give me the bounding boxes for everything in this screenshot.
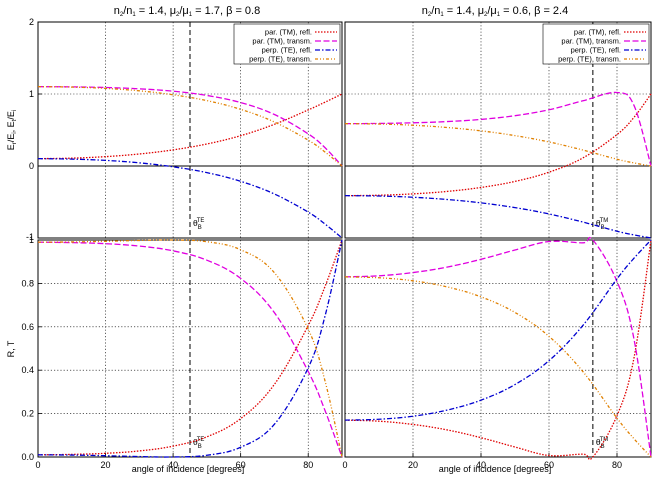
brewster-angle-label: θBTM bbox=[596, 218, 608, 231]
series-line-perp-trans bbox=[344, 123, 652, 167]
legend-label: perp. (TE), transm. bbox=[249, 55, 312, 64]
y-tick-label: 0.8 bbox=[21, 278, 34, 288]
x-tick-label: 0 bbox=[342, 460, 347, 470]
series-line-par-refl bbox=[344, 239, 652, 461]
series-line-perp-trans bbox=[344, 276, 652, 458]
series-line-perp-refl bbox=[344, 195, 652, 239]
series-line-par-trans bbox=[37, 241, 343, 458]
series-line-perp-refl bbox=[37, 158, 343, 239]
title-left: n2/n1 = 1.4, μ2/μ1 = 1.7, β = 0.8 bbox=[114, 5, 260, 18]
legend-label: par. (TM), transm. bbox=[561, 37, 621, 46]
panel-top-right: θBTM bbox=[344, 21, 652, 239]
x-tick-label: 80 bbox=[612, 460, 622, 470]
xlabel-left: angle of incidence [degrees] bbox=[132, 464, 245, 474]
ylabel-top: Er/Ei, Et/Ei bbox=[6, 110, 18, 150]
legend-box bbox=[233, 23, 341, 65]
series-line-perp-refl bbox=[344, 239, 652, 421]
x-tick-label: 0 bbox=[35, 460, 40, 470]
legend-label: par. (TM), refl. bbox=[265, 28, 312, 37]
series-line-par-refl bbox=[37, 93, 343, 160]
x-tick-label: 20 bbox=[101, 460, 111, 470]
title-right: n2/n1 = 1.4, μ2/μ1 = 0.6, β = 2.4 bbox=[422, 5, 568, 18]
y-tick-label: 1 bbox=[29, 89, 34, 99]
x-tick-label: 60 bbox=[236, 460, 246, 470]
x-tick-label: 80 bbox=[303, 460, 313, 470]
y-tick-label: 1 bbox=[29, 235, 34, 245]
series-line-perp-trans bbox=[37, 86, 343, 167]
x-tick-label: 40 bbox=[476, 460, 486, 470]
y-tick-label: -1 bbox=[26, 232, 34, 242]
series-line-perp-refl bbox=[37, 239, 343, 458]
series-line-par-refl bbox=[37, 239, 343, 456]
panel-bottom-left: 1 0.8 0.6 0.4 0.2 0.00 20 40 60 80 θBTE bbox=[21, 235, 343, 470]
y-tick-label: 0.4 bbox=[21, 365, 34, 375]
legend-label: perp. (TE), transm. bbox=[558, 55, 621, 64]
x-tick-label: 40 bbox=[168, 460, 178, 470]
series-line-par-trans bbox=[37, 86, 343, 167]
x-tick-label: 60 bbox=[544, 460, 554, 470]
y-tick-label: 0 bbox=[29, 161, 34, 171]
legend-label: par. (TM), transm. bbox=[252, 37, 312, 46]
y-tick-label: 2 bbox=[29, 17, 34, 27]
x-tick-label: 20 bbox=[408, 460, 418, 470]
series-line-par-refl bbox=[344, 93, 652, 197]
legend-label: perp. (TE), refl. bbox=[571, 46, 621, 55]
brewster-angle-label: θBTM bbox=[596, 437, 608, 450]
ylabel-bottom: R, T bbox=[6, 340, 16, 357]
legend-label: par. (TM), refl. bbox=[574, 28, 621, 37]
plot-frame bbox=[344, 21, 652, 239]
y-tick-label: 0.0 bbox=[21, 452, 34, 462]
series-line-perp-trans bbox=[37, 239, 343, 458]
legend-top-left: par. (TM), refl.par. (TM), transm.perp. … bbox=[233, 23, 341, 65]
legend-label: perp. (TE), refl. bbox=[262, 46, 312, 55]
panel-bottom-right: 0 20 40 60 80 θBTM bbox=[342, 236, 652, 470]
brewster-angle-label: θBTE bbox=[193, 218, 204, 231]
series-line-par-trans bbox=[344, 236, 652, 458]
legend-box bbox=[542, 23, 650, 65]
y-tick-label: 0.6 bbox=[21, 322, 34, 332]
y-tick-label: 0.2 bbox=[21, 409, 34, 419]
brewster-angle-label: θBTE bbox=[193, 437, 204, 450]
plot-frame bbox=[344, 239, 652, 458]
series-line-par-trans bbox=[344, 91, 652, 167]
xlabel-right: angle of incidence [degrees] bbox=[439, 464, 552, 474]
legend-top-right: par. (TM), refl.par. (TM), transm.perp. … bbox=[542, 23, 650, 65]
